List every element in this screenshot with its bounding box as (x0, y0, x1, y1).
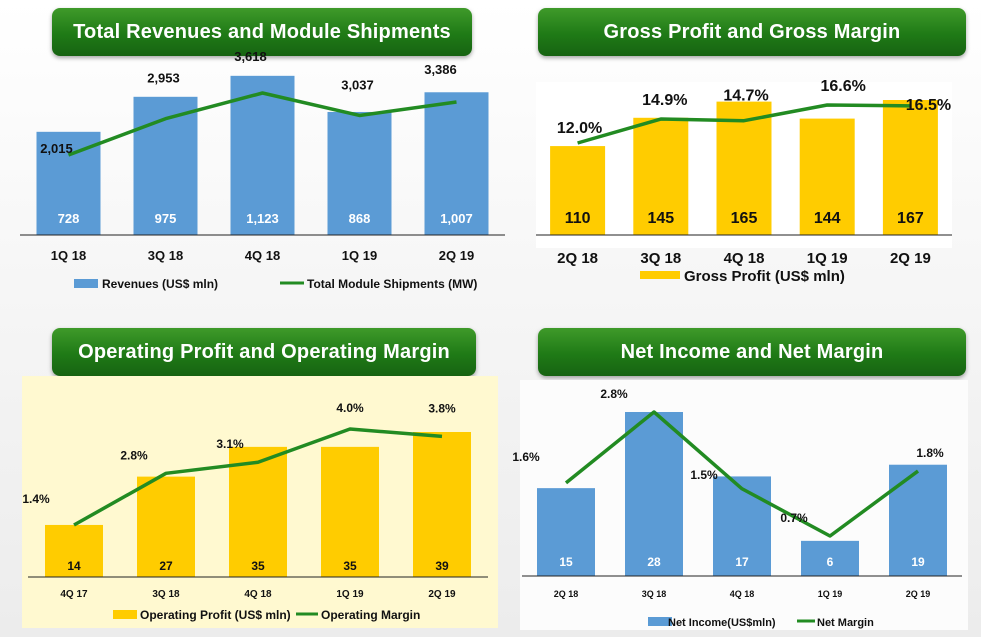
chart4-legend-label-line: Net Margin (817, 617, 874, 629)
chart1-bar-4 (327, 111, 392, 235)
chart1-bar-1 (36, 131, 101, 235)
chart3-category-label-4: 1Q 19 (336, 589, 364, 600)
chart3-category-label-1: 4Q 17 (60, 589, 88, 600)
chart1-category-label-2: 3Q 18 (148, 248, 183, 263)
chart2-bar-3 (716, 101, 772, 236)
chart3-bar-5 (413, 432, 471, 577)
chart2-bar-label-1: 110 (565, 210, 591, 227)
chart3-bar-label-1: 14 (67, 559, 81, 573)
chart3-line-series (73, 427, 443, 527)
chart1-legend-swatch-bar (74, 279, 98, 288)
chart3-bar-label-2: 27 (159, 559, 173, 573)
chart4-bar-2 (625, 412, 683, 576)
chart3-line-label-4: 4.0% (336, 401, 364, 415)
chart4-category-label-1: 2Q 18 (554, 589, 579, 599)
chart1-legend-label-bar: Revenues (US$ mln) (102, 277, 218, 291)
chart2-line-series (577, 103, 911, 145)
chart2-bar-label-3: 165 (731, 210, 758, 227)
chart2-line-label-5: 16.5% (906, 97, 951, 114)
chart3-legend-swatch-bar (113, 610, 137, 619)
chart4-legend-swatch-bar (648, 617, 672, 626)
chart1-line-label-1: 2,015 (40, 141, 73, 156)
chart2-bar-label-5: 167 (897, 210, 924, 227)
chart3-line-label-5: 3.8% (428, 401, 456, 415)
chart2-title-banner: Gross Profit and Gross Margin (538, 8, 966, 56)
chart2-legend-swatch-bar (640, 271, 680, 279)
chart4-bar-4 (801, 540, 859, 576)
chart3-category-label-2: 3Q 18 (152, 589, 180, 600)
chart3-bar-4 (321, 446, 379, 577)
chart1-bar-label-4: 868 (349, 211, 371, 226)
chart4-category-label-3: 4Q 18 (730, 589, 755, 599)
chart1-line-label-5: 3,386 (424, 62, 457, 77)
chart2-line-label-3: 14.7% (723, 88, 768, 105)
chart3-bar-2 (137, 476, 195, 577)
chart2-line-label-2: 14.9% (642, 92, 687, 109)
chart4-category-label-5: 2Q 19 (906, 589, 931, 599)
chart1-category-label-3: 4Q 18 (245, 248, 280, 263)
chart1-bar-3 (230, 75, 295, 235)
chart2-bar-5 (882, 100, 938, 235)
chart2-category-label-2: 3Q 18 (640, 250, 681, 267)
chart1-bar-label-3: 1,123 (246, 211, 279, 226)
chart1-bar-label-1: 728 (58, 211, 80, 226)
chart1-line-label-3: 3,618 (234, 49, 267, 64)
chart3-line-label-3: 3.1% (216, 437, 244, 451)
chart4-line-label-1: 1.6% (512, 450, 540, 464)
chart4-line-label-5: 1.8% (916, 446, 944, 460)
chart3-category-label-3: 4Q 18 (244, 589, 272, 600)
chart2-legend-label-bar: Gross Profit (US$ mln) (684, 268, 845, 285)
chart1-category-label-5: 2Q 19 (439, 248, 474, 263)
chart4-bar-label-3: 17 (735, 555, 749, 569)
chart2-bar-2 (633, 117, 689, 235)
chart2-line-label-1: 12.0% (557, 120, 602, 137)
chart2-bar-label-4: 144 (814, 210, 841, 227)
chart4-bar-label-4: 6 (827, 555, 834, 569)
chart2-bar-1 (550, 146, 606, 235)
chart4-bar-label-5: 19 (911, 555, 925, 569)
chart4-category-label-4: 1Q 19 (818, 589, 843, 599)
chart3-legend-label-line: Operating Margin (321, 608, 420, 622)
chart1-line-label-4: 3,037 (341, 77, 374, 92)
chart1-line-label-2: 2,953 (147, 71, 180, 86)
chart3-bar-3 (229, 446, 287, 577)
chart1-category-label-4: 1Q 19 (342, 248, 377, 263)
chart1-title-banner: Total Revenues and Module Shipments (52, 8, 472, 56)
chart2-bar-label-2: 145 (647, 210, 674, 227)
chart4-title-banner: Net Income and Net Margin (538, 328, 966, 376)
chart3-bar-label-4: 35 (343, 559, 357, 573)
chart3-line-label-2: 2.8% (120, 448, 148, 462)
chart3-bar-label-3: 35 (251, 559, 265, 573)
chart3-line-label-1: 1.4% (22, 492, 50, 506)
chart2-line-label-4: 16.6% (821, 78, 866, 95)
chart1-bar-label-2: 975 (155, 211, 177, 226)
chart4-line-label-4: 0.7% (780, 511, 808, 525)
chart4-bar-1 (537, 488, 595, 576)
chart4-bar-3 (713, 476, 771, 576)
chart4-category-label-2: 3Q 18 (642, 589, 667, 599)
chart4-line-series (564, 410, 920, 538)
chart4-bar-label-2: 28 (647, 555, 661, 569)
chart1-bar-5 (424, 92, 489, 235)
chart3-legend-label-bar: Operating Profit (US$ mln) (140, 608, 291, 622)
chart3-bar-1 (45, 524, 103, 577)
chart4-bar-label-1: 15 (559, 555, 573, 569)
chart1-legend-label-line: Total Module Shipments (MW) (307, 277, 477, 291)
chart4-legend-label-bar: Net Income(US$mln) (668, 617, 776, 629)
chart3-bar-label-5: 39 (435, 559, 449, 573)
chart2-bar-4 (799, 118, 855, 235)
chart2-category-label-3: 4Q 18 (724, 250, 765, 267)
chart1-bar-label-5: 1,007 (440, 211, 473, 226)
chart2-category-label-4: 1Q 19 (807, 250, 848, 267)
chart1-category-label-1: 1Q 18 (51, 248, 86, 263)
chart3-title-banner: Operating Profit and Operating Margin (52, 328, 476, 376)
chart2-category-label-1: 2Q 18 (557, 250, 598, 267)
chart3-category-label-5: 2Q 19 (428, 589, 456, 600)
chart4-line-label-2: 2.8% (600, 387, 628, 401)
chart4-line-label-3: 1.5% (690, 468, 718, 482)
chart1-line-series (67, 91, 457, 157)
chart2-category-label-5: 2Q 19 (890, 250, 931, 267)
